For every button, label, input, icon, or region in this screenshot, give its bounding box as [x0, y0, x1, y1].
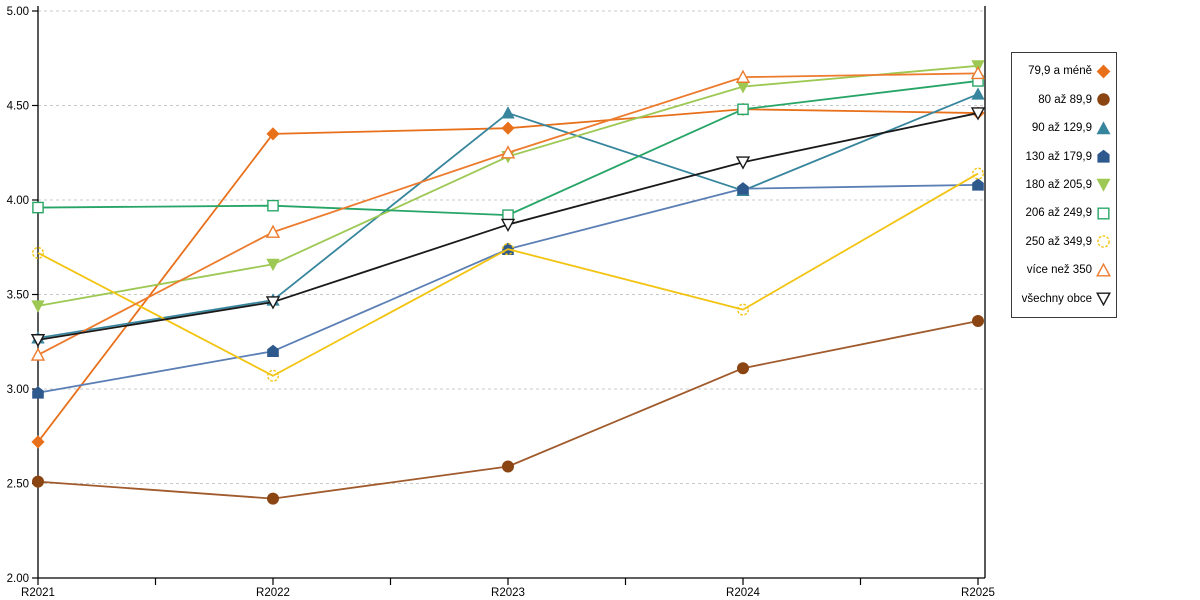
triangle-marker [501, 106, 515, 119]
square-marker [502, 209, 514, 221]
triangle-down-marker [1096, 179, 1111, 193]
square-legend-icon [1097, 207, 1110, 220]
legend-item-6: 206 až 249,9 [1012, 200, 1116, 227]
triangle-down-marker [970, 107, 986, 121]
triangle-down-marker [500, 218, 516, 233]
triangle-marker [970, 65, 986, 80]
triangle-marker [1096, 120, 1111, 134]
pentagon-marker [737, 182, 749, 195]
legend-item-8: více než 350 [1012, 257, 1116, 284]
pentagon-legend-icon [1097, 149, 1110, 163]
triangle-down-legend-icon [1096, 292, 1111, 307]
circle-marker [32, 475, 45, 488]
triangle-down-marker [265, 296, 281, 310]
pentagon-marker [32, 386, 44, 399]
x-tick-label: R2024 [726, 587, 760, 599]
triangle-down-marker [735, 156, 751, 170]
x-tick-label: R2021 [21, 587, 55, 599]
square-marker [737, 103, 749, 116]
legend-item-9: všechny obce [1012, 285, 1116, 312]
y-tick-label: 4.50 [7, 101, 29, 113]
legend-label: všechny obce [1021, 292, 1092, 305]
y-tick-label: 2.50 [7, 479, 29, 491]
diamond-marker [1096, 64, 1111, 79]
triangle-down-marker [31, 300, 45, 313]
circle-dashed-marker [267, 369, 280, 382]
circle-dashed-marker [737, 303, 750, 316]
x-tick-label: R2023 [491, 587, 525, 599]
triangle-down-marker [30, 334, 46, 348]
legend-item-2: 80 až 89,9 [1012, 86, 1116, 113]
circle-dashed-marker [1097, 235, 1110, 249]
y-tick-label: 3.00 [7, 384, 29, 396]
legend-label: 180 až 205,9 [1025, 178, 1092, 191]
triangle-marker [500, 145, 516, 159]
legend-item-5: 180 až 205,9 [1012, 171, 1116, 198]
legend-label: 80 až 89,9 [1038, 93, 1092, 106]
circle-dashed-legend-icon [1097, 235, 1110, 249]
legend-item-3: 90 až 129,9 [1012, 115, 1116, 142]
diamond-marker [501, 121, 515, 135]
circle-marker [737, 362, 750, 375]
legend-label: více než 350 [1026, 264, 1092, 277]
circle-dashed-marker [972, 167, 985, 180]
legend-item-1: 79,9 a méně [1012, 58, 1116, 85]
pentagon-marker [267, 344, 279, 357]
legend: 79,9 a méně 80 až 89,9 90 až 129,9 130 až 1… [1011, 52, 1117, 318]
triangle-marker [735, 69, 751, 83]
pentagon-marker [972, 178, 984, 191]
square-marker [267, 199, 279, 212]
legend-label: 79,9 a méně [1028, 65, 1092, 78]
series-line-7 [37, 172, 979, 377]
square-marker [32, 201, 44, 214]
triangle-down-marker [266, 258, 280, 272]
circle-dashed-marker [32, 246, 45, 259]
triangle-marker [1096, 262, 1111, 277]
legend-item-7: 250 až 349,9 [1012, 228, 1116, 255]
legend-label: 90 až 129,9 [1031, 122, 1092, 135]
triangle-marker [265, 224, 281, 238]
diamond-marker [31, 435, 45, 449]
series-line-5 [37, 64, 979, 307]
legend-label: 130 až 179,9 [1025, 150, 1092, 163]
legend-label: 206 až 249,9 [1025, 207, 1092, 220]
triangle-down-legend-icon [1096, 179, 1111, 193]
triangle-marker [971, 87, 985, 100]
diamond-legend-icon [1096, 64, 1111, 79]
triangle-down-marker [1096, 292, 1111, 307]
y-tick-label: 3.50 [7, 290, 29, 302]
pentagon-marker [1097, 149, 1110, 163]
circle-marker [1097, 93, 1110, 106]
x-tick-label: R2022 [256, 587, 290, 599]
diamond-marker [266, 127, 280, 141]
y-tick-label: 2.00 [7, 573, 29, 585]
circle-dashed-marker [502, 243, 515, 256]
legend-label: 250 až 349,9 [1025, 235, 1092, 248]
square-marker [1097, 207, 1110, 220]
circle-marker [972, 314, 985, 327]
triangle-legend-icon [1096, 262, 1111, 277]
y-tick-label: 5.00 [7, 6, 29, 18]
x-tick-label: R2025 [961, 587, 995, 599]
circle-marker [502, 460, 515, 473]
circle-legend-icon [1097, 93, 1110, 106]
y-tick-label: 4.00 [7, 195, 29, 207]
triangle-marker [30, 347, 46, 361]
circle-marker [267, 492, 280, 505]
triangle-legend-icon [1096, 120, 1111, 134]
legend-item-4: 130 až 179,9 [1012, 143, 1116, 170]
